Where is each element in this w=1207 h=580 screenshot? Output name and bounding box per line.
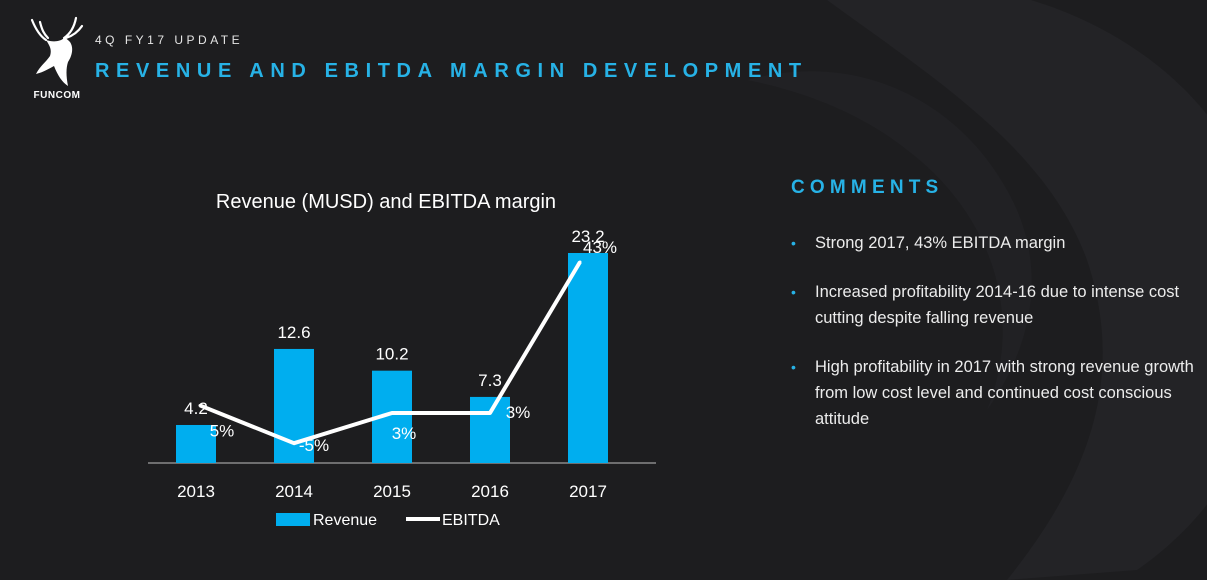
x-tick-label: 2017: [569, 482, 607, 501]
comment-item: • Increased profitability 2014-16 due to …: [791, 279, 1201, 331]
revenue-ebitda-chart: Revenue (MUSD) and EBITDA margin 4.2 12.6…: [148, 191, 656, 529]
ebitda-point: [292, 441, 296, 445]
logo-text: FUNCOM: [33, 90, 81, 101]
ebitda-point: [488, 411, 492, 415]
page-title: REVENUE AND EBITDA MARGIN DEVELOPMENT: [95, 60, 808, 82]
bullet-icon: •: [791, 284, 796, 300]
ebitda-data-label: 3%: [506, 403, 531, 422]
legend-ebitda-label: EBITDA: [442, 512, 500, 529]
x-tick-label: 2015: [373, 482, 411, 501]
ebitda-data-label: 3%: [392, 424, 417, 443]
comment-item: • Strong 2017, 43% EBITDA margin: [791, 230, 1201, 256]
revenue-bar: [568, 253, 608, 463]
comment-text: Strong 2017, 43% EBITDA margin: [815, 234, 1066, 252]
revenue-bar: [176, 424, 216, 463]
revenue-data-label: 12.6: [277, 323, 310, 342]
comment-item: • High profitability in 2017 with strong …: [791, 354, 1201, 432]
ebitda-data-label: 5%: [210, 421, 235, 440]
x-tick-label: 2016: [471, 482, 509, 501]
ebitda-data-label: 43%: [583, 238, 617, 257]
legend-revenue-label: Revenue: [313, 512, 377, 529]
revenue-data-label: 7.3: [478, 371, 502, 390]
ebitda-data-label: -5%: [299, 436, 329, 455]
x-tick-label: 2014: [275, 482, 313, 501]
chart-title: Revenue (MUSD) and EBITDA margin: [216, 191, 556, 213]
comment-text: High profitability in 2017 with strong r…: [815, 358, 1194, 428]
funcom-logo: FUNCOM: [26, 16, 88, 106]
comments-title: COMMENTS: [791, 177, 944, 198]
revenue-data-label: 10.2: [375, 345, 408, 364]
ebitda-point: [578, 260, 582, 264]
deer-icon: [30, 16, 84, 86]
ebitda-point: [390, 411, 394, 415]
revenue-bar: [470, 396, 510, 463]
comment-text: Increased profitability 2014-16 due to i…: [815, 283, 1180, 327]
ebitda-point: [198, 403, 202, 407]
revenue-data-label: 4.2: [184, 399, 208, 418]
legend-revenue-swatch: [276, 513, 310, 526]
page-subtitle: 4Q FY17 UPDATE: [95, 33, 244, 47]
bullet-icon: •: [791, 359, 796, 375]
revenue-data-label: 23.2: [571, 227, 604, 246]
bullet-icon: •: [791, 235, 796, 251]
comments-list: • Strong 2017, 43% EBITDA margin • Increas…: [791, 230, 1201, 455]
x-tick-label: 2013: [177, 482, 215, 501]
